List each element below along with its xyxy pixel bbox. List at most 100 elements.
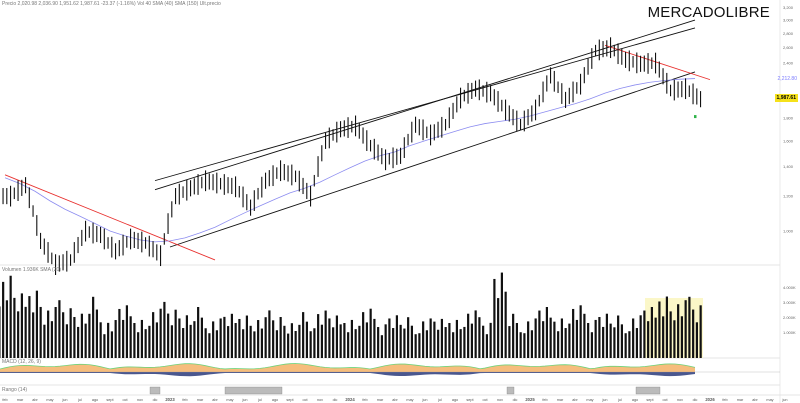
volume-bar — [163, 301, 166, 358]
volume-bar — [208, 333, 211, 358]
volume-bar — [410, 325, 413, 358]
volume-bar — [508, 326, 511, 358]
volume-bar — [347, 332, 350, 358]
x-tick-label: oct — [302, 398, 308, 402]
volume-bar — [13, 297, 16, 358]
volume-bar — [118, 308, 121, 358]
volume-bar — [579, 305, 582, 358]
x-tick-label: nov — [317, 398, 323, 402]
volume-bar — [279, 317, 282, 358]
volume-bar — [583, 313, 586, 358]
x-tick-label: jul — [617, 398, 622, 402]
moving-average-path — [4, 78, 696, 243]
volume-bar — [557, 331, 560, 358]
volume-bars — [0, 272, 702, 358]
range-block — [635, 386, 661, 395]
volume-bar — [215, 330, 218, 358]
y-tick-label: 2,400 — [783, 60, 794, 65]
volume-bar — [35, 290, 38, 358]
volume-bar — [320, 324, 323, 358]
volume-bar — [155, 322, 158, 358]
volume-bar — [497, 298, 500, 358]
x-tick-label: sept — [646, 398, 654, 402]
x-tick-label: nov — [497, 398, 503, 402]
x-tick-label: mar — [377, 398, 384, 402]
y-tick-label: 3,000 — [783, 18, 794, 23]
volume-bar — [238, 318, 241, 358]
x-tick-label: ago — [632, 398, 638, 402]
volume-bar — [182, 328, 185, 358]
range-block — [149, 386, 161, 395]
volume-bar — [287, 333, 290, 358]
volume-bar — [523, 333, 526, 358]
volume-bar — [159, 308, 162, 358]
volume-bar — [635, 328, 638, 358]
volume-bar — [62, 312, 65, 358]
volume-bar — [628, 331, 631, 358]
x-tick-label: oct — [482, 398, 488, 402]
volume-legend: Volumen 1.936K SMA (20) — [2, 267, 61, 273]
x-tick-label: jul — [257, 398, 262, 402]
volume-bar — [275, 330, 278, 358]
oscillator-signal-line — [0, 363, 696, 370]
volume-bar — [632, 318, 635, 358]
x-tick-label: abr — [572, 398, 578, 402]
volume-bar — [122, 319, 125, 358]
volume-bar — [373, 318, 376, 358]
volume-bar — [313, 328, 316, 358]
volume-bar — [613, 327, 616, 358]
volume-bar — [223, 316, 226, 358]
volume-bar — [178, 318, 181, 358]
volume-bar — [485, 334, 488, 358]
volume-bar — [17, 311, 20, 358]
y-tick-label: 1,200 — [783, 193, 794, 198]
volume-bar — [519, 332, 522, 358]
volume-bar — [512, 313, 515, 358]
trendlines[interactable] — [4, 19, 711, 261]
volume-bar — [549, 317, 552, 358]
volume-bar — [144, 329, 147, 358]
volume-bar — [515, 323, 518, 358]
x-tick-label: dic — [153, 398, 158, 402]
volume-bar — [605, 313, 608, 358]
volume-bar — [365, 322, 368, 358]
main-legend: Precio 2,020.98 2,036.90 1,951.62 1,987.… — [2, 1, 221, 7]
y-tick-label: 2,600 — [783, 45, 794, 50]
volume-bar — [422, 321, 425, 358]
volume-bar — [189, 324, 192, 358]
volume-bar — [80, 313, 83, 358]
volume-bar — [650, 307, 653, 358]
volume-bar — [9, 275, 12, 358]
time-axis[interactable]: feb mar abr may jun jul ago sept oct nov dic 2023 fe… — [2, 397, 787, 402]
volume-bar — [204, 328, 207, 358]
volume-bar — [692, 309, 695, 358]
price-axis[interactable]: 3,200 3,000 2,800 2,600 2,400 1,800 1,600 1,400… — [783, 5, 796, 335]
volume-bar — [575, 319, 578, 358]
volume-tick-label: 2.000K — [783, 315, 796, 320]
trendline-channel-lower — [169, 71, 696, 248]
trendline-resistance-red — [604, 44, 711, 81]
volume-bar — [249, 325, 252, 358]
volume-bar — [673, 320, 676, 358]
volume-bar — [467, 313, 470, 358]
volume-bar — [73, 317, 76, 358]
x-tick-label: jun — [781, 398, 787, 402]
volume-bar — [440, 318, 443, 358]
x-tick-label: feb — [182, 398, 187, 402]
chart-title: MERCADOLIBRE — [647, 4, 770, 21]
volume-bar — [399, 324, 402, 358]
trendline-channel-upper — [154, 19, 696, 191]
volume-bar — [639, 315, 642, 358]
volume-bar — [193, 321, 196, 358]
volume-bar — [433, 321, 436, 358]
x-tick-label: jun — [61, 398, 67, 402]
volume-bar — [455, 319, 458, 358]
volume-bar — [219, 318, 222, 358]
volume-bar — [197, 307, 200, 358]
volume-bar — [39, 306, 42, 358]
volume-bar — [530, 330, 533, 358]
y-tick-label: 1,800 — [783, 116, 794, 121]
x-tick-label: jun — [421, 398, 427, 402]
volume-bar — [328, 318, 331, 358]
